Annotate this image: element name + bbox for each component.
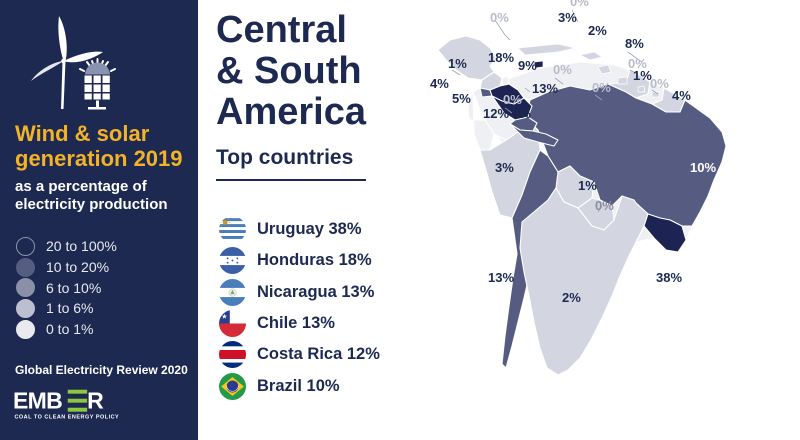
svg-text:8%: 8% bbox=[625, 36, 644, 51]
svg-text:9%: 9% bbox=[518, 58, 537, 73]
svg-text:5%: 5% bbox=[452, 91, 471, 106]
svg-text:3%: 3% bbox=[558, 10, 577, 25]
svg-text:0%: 0% bbox=[650, 76, 669, 91]
svg-text:13%: 13% bbox=[488, 270, 514, 285]
svg-text:COAL TO CLEAN ENERGY POLICY: COAL TO CLEAN ENERGY POLICY bbox=[14, 415, 119, 421]
svg-text:3%: 3% bbox=[495, 160, 514, 175]
svg-text:0%: 0% bbox=[503, 92, 522, 107]
svg-text:4%: 4% bbox=[430, 76, 449, 91]
svg-text:0%: 0% bbox=[595, 198, 614, 213]
svg-text:2%: 2% bbox=[588, 23, 607, 38]
svg-text:0%: 0% bbox=[553, 62, 572, 77]
svg-text:EMB: EMB bbox=[13, 389, 62, 413]
svg-text:0%: 0% bbox=[592, 80, 611, 95]
svg-text:10%: 10% bbox=[690, 160, 716, 175]
svg-text:18%: 18% bbox=[488, 50, 514, 65]
svg-text:38%: 38% bbox=[656, 270, 682, 285]
svg-text:0%: 0% bbox=[490, 10, 509, 25]
svg-text:12%: 12% bbox=[483, 106, 509, 121]
svg-text:R: R bbox=[87, 389, 104, 413]
svg-text:0%: 0% bbox=[570, 0, 589, 9]
svg-text:6%: 6% bbox=[512, 106, 531, 121]
svg-text:1%: 1% bbox=[578, 178, 597, 193]
svg-text:13%: 13% bbox=[532, 81, 558, 96]
svg-text:4%: 4% bbox=[672, 88, 691, 103]
svg-text:1%: 1% bbox=[448, 56, 467, 71]
svg-text:2%: 2% bbox=[562, 290, 581, 305]
